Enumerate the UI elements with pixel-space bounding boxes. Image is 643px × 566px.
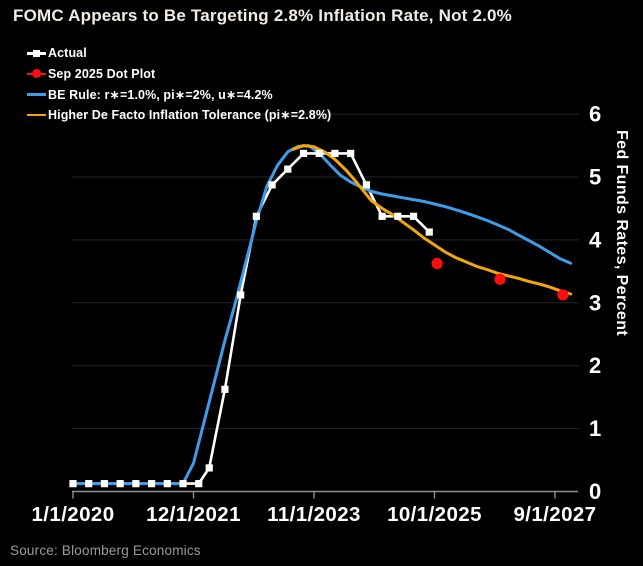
series-marker-actual <box>394 212 402 220</box>
series-marker-actual <box>347 149 355 158</box>
series-marker-actual <box>378 212 386 220</box>
legend-item-be-rule: BE Rule: r∗=1.0%, pi∗=2%, u∗=4.2% <box>27 84 331 105</box>
series-marker-actual <box>268 181 276 189</box>
series-marker-actual <box>409 212 418 220</box>
series-marker-actual <box>315 149 323 158</box>
series-marker-actual <box>331 149 339 158</box>
series-marker-actual <box>147 480 156 488</box>
series-marker-actual <box>179 480 187 488</box>
tolerance-line-icon <box>27 109 46 120</box>
scatter-point-dot-plot <box>494 273 506 285</box>
legend-label-dot-plot: Sep 2025 Dot Plot <box>48 66 156 81</box>
series-line-tolerance <box>291 144 573 296</box>
legend-label-be-rule: BE Rule: r∗=1.0%, pi∗=2%, u∗=4.2% <box>48 87 273 102</box>
legend-label-actual: Actual <box>48 46 87 61</box>
series-marker-actual <box>85 480 93 488</box>
chart-title: FOMC Appears to Be Targeting 2.8% Inflat… <box>13 6 512 25</box>
y-tick-label: 3 <box>589 290 601 315</box>
actual-line-square-icon <box>27 48 46 59</box>
series-marker-actual <box>195 480 203 488</box>
scatter-point-dot-plot <box>431 257 443 270</box>
series-marker-actual <box>100 480 109 488</box>
series-marker-actual <box>299 149 308 158</box>
legend-label-tolerance: Higher De Facto Inflation Tolerance (pi∗… <box>48 108 332 123</box>
series-marker-actual <box>205 464 213 472</box>
series-marker-actual <box>132 480 140 488</box>
series-marker-actual <box>69 480 77 488</box>
dot-plot-line-dot-icon <box>27 68 46 79</box>
be-rule-line-icon <box>27 89 46 100</box>
y-tick-label: 4 <box>589 227 602 252</box>
y-axis-title: Fed Funds Rates, Percent <box>613 130 630 337</box>
series-marker-actual <box>221 385 229 393</box>
x-tick-label: 12/1/2021 <box>146 503 241 526</box>
x-tick-label: 11/1/2023 <box>267 503 361 526</box>
series-marker-actual <box>163 480 171 488</box>
y-tick-label: 5 <box>589 165 601 190</box>
y-tick-label: 0 <box>589 479 601 504</box>
series-marker-actual <box>252 212 260 220</box>
y-tick-label: 1 <box>589 416 601 441</box>
source-attribution: Source: Bloomberg Economics <box>10 543 201 558</box>
y-tick-label: 6 <box>589 102 601 127</box>
legend-item-dot-plot: Sep 2025 Dot Plot <box>27 64 331 85</box>
series-marker-actual <box>284 165 292 173</box>
series-marker-actual <box>237 291 245 299</box>
x-tick-label: 10/1/2025 <box>387 503 482 526</box>
x-tick-label: 9/1/2027 <box>513 503 596 526</box>
series-marker-actual <box>116 480 124 488</box>
y-tick-label: 2 <box>589 353 601 378</box>
legend-item-tolerance: Higher De Facto Inflation Tolerance (pi∗… <box>27 105 331 126</box>
x-tick-label: 1/1/2020 <box>32 503 115 526</box>
scatter-point-dot-plot <box>557 289 569 301</box>
series-marker-actual <box>425 228 433 236</box>
legend: Actual Sep 2025 Dot Plot BE Rule: r∗=1.0… <box>27 43 331 125</box>
series-line-be-rule <box>71 144 573 486</box>
legend-item-actual: Actual <box>27 43 331 64</box>
series-marker-actual <box>362 181 370 189</box>
